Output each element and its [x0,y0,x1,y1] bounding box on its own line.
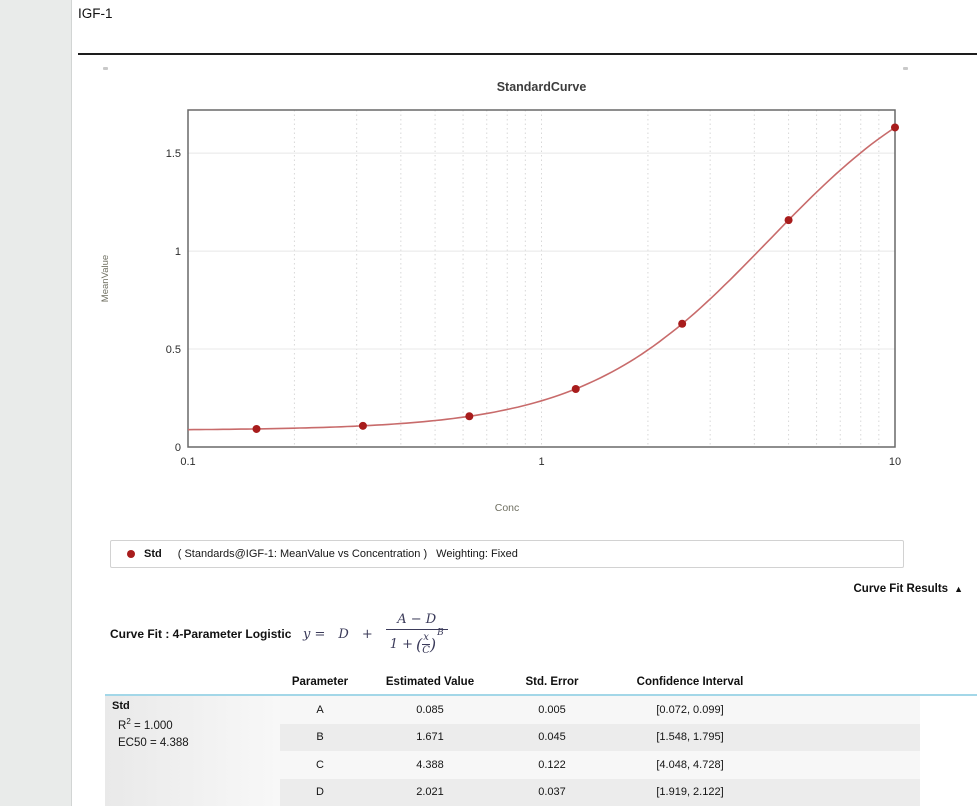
legend-source-text: ( Standards@IGF-1: MeanValue vs Concentr… [177,548,428,560]
curve-fit-results-toggle[interactable]: Curve Fit Results ▲ [854,583,964,595]
chart-legend: Std ( Standards@IGF-1: MeanValue vs Conc… [110,540,904,568]
x-tick-label: 1 [538,456,544,468]
standard-curve-chart: StandardCurve MeanValue Conc 0.1 1 10 0 0.5 1 1.5 [100,80,901,514]
curve-fit-results-label: Curve Fit Results [853,583,949,595]
right-paren: ) [429,635,437,654]
fit-curve [187,126,896,431]
y-axis-label: MeanValue [100,255,111,302]
collapse-arrow-icon: ▲ [954,584,963,594]
x-tick-label: 0.1 [180,456,195,468]
col-header-std-error: Std. Error [525,676,579,688]
data-point [465,412,474,421]
table-row: C 4.388 0.122 [4.048, 4.728] [280,751,920,779]
y-tick-label: 0 [175,442,181,454]
formula-lhs: y = [303,626,326,642]
inner-fraction-bar [422,644,430,645]
table-row: D 2.021 0.037 [1.919, 2.122] [280,778,920,806]
col-header-parameter: Parameter [291,676,349,688]
legend-series-label: Std [144,548,162,560]
y-tick-label: 0.5 [166,344,181,356]
curve-fit-formula: y = D + A − D 1 + ( x C ) B [303,612,448,656]
formula-fraction: A − D 1 + ( x C ) B [385,612,448,656]
x-axis-label: Conc [495,502,520,514]
y-tick-label: 1.5 [166,148,181,160]
left-panel [0,0,72,806]
series-marker-icon [127,550,135,558]
col-header-confidence-interval: Confidence Interval [636,676,744,688]
x-tick-label: 10 [889,456,901,468]
inner-fraction: x C [422,632,430,656]
legend-weighting-text: Weighting: Fixed [436,548,518,560]
curve-fit-model-label: Curve Fit : 4-Parameter Logistic [110,627,292,641]
data-point [891,123,899,132]
formula-plus: + [361,626,373,642]
section-divider [78,53,977,55]
formula-term-d: D [338,626,349,642]
data-point [358,421,367,430]
table-header-rule [105,694,977,696]
group-name: Std [112,700,130,712]
fraction-bar [385,629,448,630]
chart-title: StandardCurve [497,80,587,94]
plot-border [187,109,896,448]
formula-exponent: B [437,628,444,638]
y-tick-label: 1 [175,246,181,258]
col-header-estimated-value: Estimated Value [385,676,475,688]
table-row: A 0.085 0.005 [0.072, 0.099] [280,696,920,724]
formula-denominator: 1 + ( x C ) B [389,628,444,656]
chart-selection-handle [903,67,908,70]
ec50-value: EC50 = 4.388 [118,736,189,749]
data-point [784,216,793,225]
data-point [678,319,687,328]
table-row: B 1.671 0.045 [1.548, 1.795] [280,723,920,751]
formula-numerator: A − D [397,612,437,627]
left-paren: ( [416,635,423,654]
r-squared-value: R2 = 1.000 [118,717,173,732]
page-title: IGF-1 [78,6,113,21]
chart-selection-handle [103,67,108,70]
data-point [571,385,580,394]
data-point [252,424,261,433]
fit-group-cell: Std R2 = 1.000 EC50 = 4.388 [105,696,280,806]
